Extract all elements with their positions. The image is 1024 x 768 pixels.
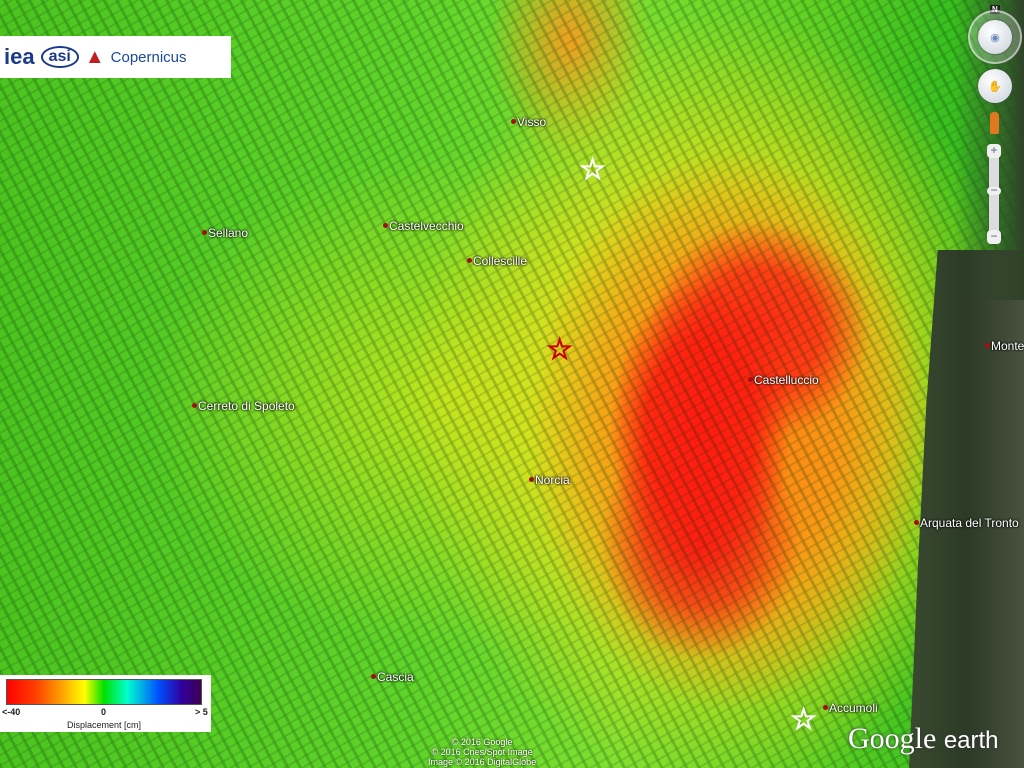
zoom-in-button[interactable]: + — [987, 144, 1001, 158]
legend-title: Displacement [cm] — [67, 720, 142, 730]
place-label[interactable]: Arquata del Tronto — [914, 516, 1019, 530]
zoom-slider-handle[interactable]: − — [987, 184, 1001, 196]
place-label[interactable]: Collescille — [467, 254, 527, 268]
eye-icon[interactable]: ◉ — [978, 20, 1012, 54]
iea-logo: iea — [4, 44, 35, 69]
move-hand-icon[interactable]: ✋ — [978, 69, 1012, 103]
place-label[interactable]: Castelvecchio — [383, 219, 464, 233]
place-label[interactable]: Cerreto di Spoleto — [192, 399, 295, 413]
main-epicenter-star-icon: ★ — [547, 334, 572, 364]
credit-line: © 2016 Google — [451, 737, 513, 747]
place-label[interactable]: Accumoli — [823, 701, 878, 715]
legend-mid-label: 0 — [101, 707, 107, 717]
place-label[interactable]: Cascia — [371, 670, 414, 684]
google-earth-logo: Google earth — [848, 722, 999, 755]
legend-min-label: <-40 — [2, 707, 21, 717]
asi-logo: asi — [40, 46, 79, 68]
place-label[interactable]: Sellano — [202, 226, 248, 240]
credit-line: © 2016 Cnes/Spot Image — [431, 747, 533, 757]
color-scale-bar — [6, 679, 202, 705]
protezione-civile-logo: ▲ — [84, 45, 105, 68]
partner-logos: iea asi ▲ Copernicus — [0, 36, 231, 78]
north-indicator[interactable]: N — [990, 5, 1000, 14]
epicenter-star-icon: ★ — [580, 154, 605, 184]
legend-max-label: > 5 — [195, 707, 208, 717]
place-label[interactable]: Monte — [985, 339, 1024, 353]
place-label[interactable]: Norcia — [529, 473, 570, 487]
street-view-pegman-icon[interactable] — [990, 112, 999, 134]
copernicus-logo: Copernicus — [110, 48, 187, 66]
imagery-credits: © 2016 Google © 2016 Cnes/Spot Image Ima… — [428, 737, 536, 767]
place-label[interactable]: Visso — [511, 115, 546, 129]
credit-line: Image © 2016 DigitalGlobe — [428, 757, 537, 767]
epicenter-star-icon: ★ — [791, 704, 816, 734]
place-label[interactable]: Castelluccio — [748, 373, 819, 387]
displacement-legend: <-40 0 > 5 Displacement [cm] — [0, 675, 211, 732]
zoom-out-button[interactable]: − — [987, 230, 1001, 244]
